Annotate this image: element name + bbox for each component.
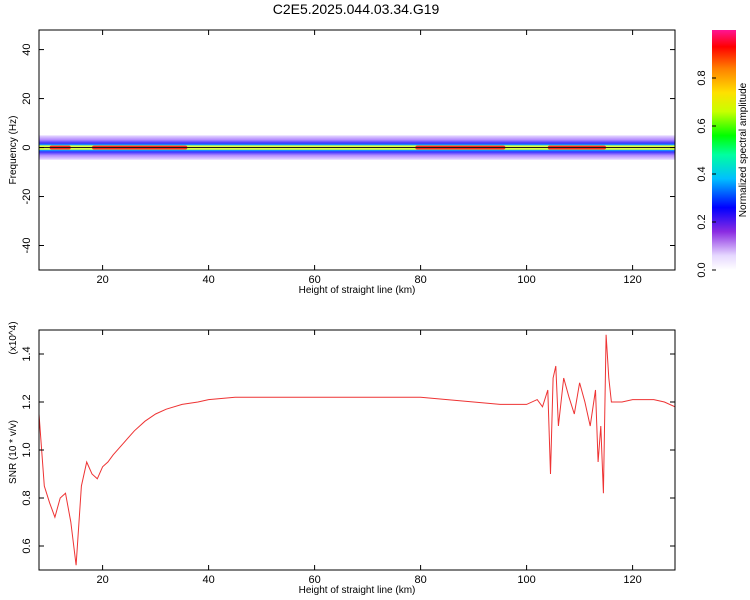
snr-frame <box>38 329 676 571</box>
spectrogram-x-tick-label: 100 <box>517 274 535 286</box>
snr-y-tick-label: 1.2 <box>21 394 33 409</box>
spectrogram-y-ticks: 40 20 0 -20 -40 <box>21 43 675 253</box>
snr-series-line <box>39 334 675 566</box>
colorbar-tick-label: 0.2 <box>696 214 708 229</box>
spectrogram-y-tick-label: 20 <box>21 92 33 104</box>
snr-y-label: SNR (10 * v/v) <box>8 420 19 484</box>
snr-y-tick-label: 0.6 <box>21 538 33 553</box>
colorbar-ticks: 0.0 0.2 0.4 0.6 0.8 <box>696 70 716 278</box>
snr-panel: 20 40 60 80 100 120 1.4 1.2 1.0 0.8 0.6 Height of… <box>8 321 676 596</box>
snr-y-multiplier: (x10^4) <box>8 321 19 354</box>
spectral-ridge <box>39 135 675 160</box>
snr-y-tick-label: 1.4 <box>21 346 33 361</box>
colorbar-tick-label: 0.4 <box>696 166 708 181</box>
snr-y-ticks: 1.4 1.2 1.0 0.8 0.6 <box>21 346 675 554</box>
spectrogram-x-tick-label: 120 <box>623 274 641 286</box>
snr-x-tick-label: 60 <box>308 574 320 586</box>
snr-x-tick-label: 40 <box>202 574 214 586</box>
spectrogram-y-tick-label: -40 <box>21 238 33 254</box>
spectrogram-x-tick-label: 60 <box>308 274 320 286</box>
colorbar-label: Normalized spectral amplitude <box>738 82 749 217</box>
snr-x-tick-label: 100 <box>517 574 535 586</box>
spectrogram-x-tick-label: 80 <box>414 274 426 286</box>
snr-y-tick-label: 1.0 <box>21 442 33 457</box>
spectrogram-y-tick-label: 40 <box>21 43 33 55</box>
spectrogram-x-label: Height of straight line (km) <box>299 285 416 296</box>
snr-y-tick-label: 0.8 <box>21 490 33 505</box>
colorbar-gradient <box>712 30 736 270</box>
chart-title: C2E5.2025.044.03.34.G19 <box>273 1 440 17</box>
snr-x-ticks: 20 40 60 80 100 120 <box>96 330 642 586</box>
colorbar: 0.0 0.2 0.4 0.6 0.8 Normalized spectral ampl… <box>696 30 749 278</box>
spectrogram-x-tick-label: 20 <box>96 274 108 286</box>
snr-x-tick-label: 20 <box>96 574 108 586</box>
snr-x-tick-label: 80 <box>414 574 426 586</box>
snr-x-tick-label: 120 <box>623 574 641 586</box>
spectrogram-y-tick-label: -20 <box>21 189 33 205</box>
colorbar-tick-label: 0.0 <box>696 262 708 277</box>
spectrogram-y-label: Frequency (Hz) <box>8 116 19 185</box>
colorbar-tick-label: 0.6 <box>696 118 708 133</box>
spectrogram-frame <box>38 29 676 271</box>
spectrogram-panel: 20 40 60 80 100 120 40 20 0 -20 -40 Height of str… <box>8 29 676 296</box>
colorbar-tick-label: 0.8 <box>696 70 708 85</box>
spectrogram-x-tick-label: 40 <box>202 274 214 286</box>
snr-x-label: Height of straight line (km) <box>299 585 416 596</box>
spectrogram-y-tick-label: 0 <box>21 144 33 150</box>
spectrogram-x-ticks: 20 40 60 80 100 120 <box>96 30 642 286</box>
